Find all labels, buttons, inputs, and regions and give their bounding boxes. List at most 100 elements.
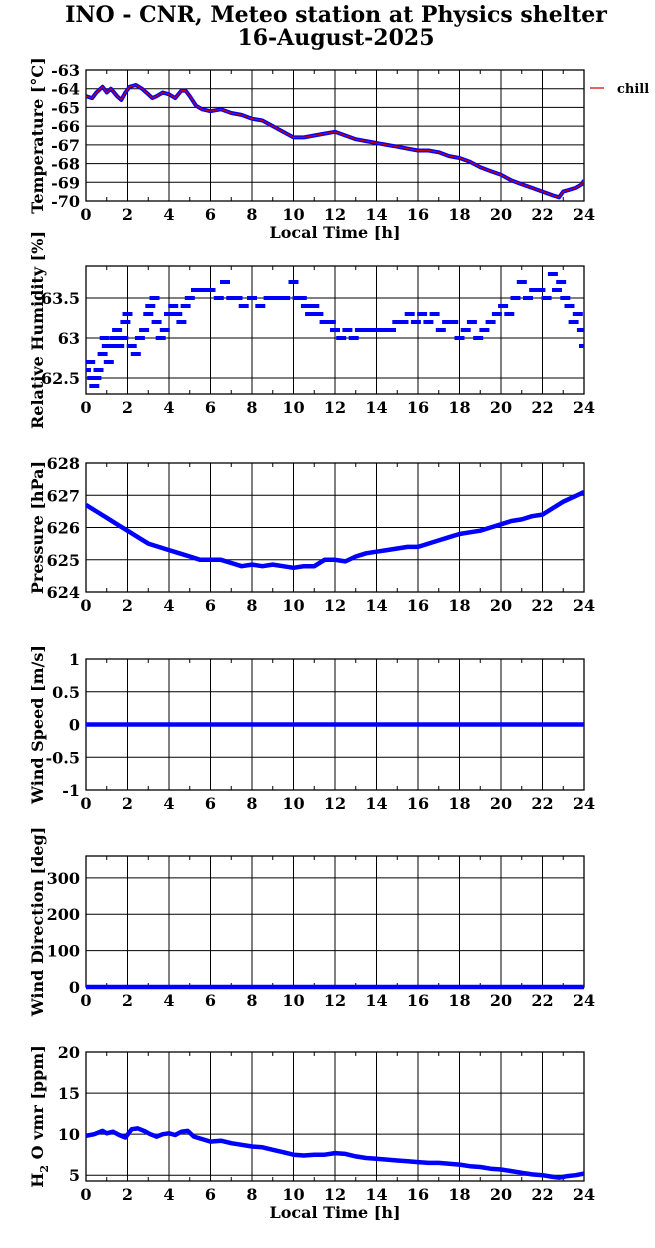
data-point (205, 288, 216, 292)
data-point (120, 320, 131, 324)
x-tick-label: 18 (448, 205, 470, 224)
data-point (172, 312, 183, 316)
y-axis-label: Wind Direction [deg] (28, 827, 47, 1018)
x-tick-label: 12 (324, 596, 346, 615)
data-point (93, 368, 104, 372)
x-tick-label: 14 (365, 205, 387, 224)
x-tick-label: 0 (80, 991, 91, 1010)
data-point (410, 320, 421, 324)
x-tick-label: 8 (246, 1185, 257, 1204)
y-tick-label: 20 (58, 1043, 80, 1062)
data-point (191, 288, 201, 292)
series-line-chill (86, 84, 584, 198)
y-tick-label: 200 (47, 905, 80, 924)
data-point (130, 352, 141, 356)
y-tick-label: 1 (69, 650, 80, 669)
y-tick-label: 628 (47, 454, 80, 473)
data-point (101, 344, 112, 348)
x-tick-label: 24 (573, 1185, 595, 1204)
data-point (466, 320, 477, 324)
y-tick-label: 63.5 (41, 289, 80, 308)
x-tick-label: 24 (573, 794, 595, 813)
data-point (417, 312, 428, 316)
y-tick-label: -63 (51, 61, 80, 80)
x-tick-label: 6 (205, 205, 216, 224)
x-tick-label: 10 (282, 991, 304, 1010)
data-point (547, 272, 558, 276)
x-tick-label: 8 (246, 205, 257, 224)
data-point (348, 336, 359, 340)
x-tick-label: 20 (490, 794, 512, 813)
data-point (560, 296, 571, 300)
panel-temperature: 0 2 4 6 8 10 12 14 16 18 20 22 24-70-69-68-67-66-65-… (28, 57, 649, 242)
data-point (232, 296, 243, 300)
y-tick-label: 624 (47, 583, 80, 602)
data-point (155, 336, 166, 340)
title-line-1: INO - CNR, Meteo station at Physics shel… (65, 2, 607, 28)
x-tick-label: 20 (490, 596, 512, 615)
y-tick-label: 15 (58, 1084, 80, 1103)
x-tick-label: 20 (490, 205, 512, 224)
panel-pressure: 0 2 4 6 8 10 12 14 16 18 20 22 24624625626627628Pres… (28, 454, 595, 615)
x-tick-label: 6 (205, 991, 216, 1010)
x-tick-label: 18 (448, 794, 470, 813)
data-point (300, 304, 311, 308)
y-tick-label: 0 (69, 716, 80, 735)
data-point (149, 296, 160, 300)
data-point (103, 360, 114, 364)
data-point (86, 368, 91, 372)
x-tick-label: 20 (490, 398, 512, 417)
y-tick-label: 0 (69, 978, 80, 997)
x-tick-label: 10 (282, 596, 304, 615)
data-point (112, 328, 123, 332)
x-tick-label: 8 (246, 398, 257, 417)
series-line (86, 489, 584, 571)
data-point (379, 328, 390, 332)
x-tick-label: 4 (163, 794, 174, 813)
data-point (523, 296, 533, 300)
x-tick-label: 16 (407, 794, 429, 813)
data-point (145, 304, 156, 308)
x-tick-label: 2 (122, 1185, 133, 1204)
data-point (529, 288, 540, 292)
y-tick-label: -1 (62, 781, 80, 800)
data-point (305, 312, 316, 316)
x-tick-label: 10 (282, 1185, 304, 1204)
y-tick-label: 100 (47, 942, 80, 961)
data-point (535, 288, 546, 292)
data-point (238, 304, 249, 308)
data-point (510, 296, 521, 300)
series-group (86, 83, 584, 200)
data-point (220, 280, 230, 284)
data-point (429, 312, 440, 316)
x-tick-label: 6 (205, 1185, 216, 1204)
data-point (479, 328, 490, 332)
data-point (516, 280, 527, 284)
x-tick-label: 12 (324, 991, 346, 1010)
x-tick-label: 22 (531, 1185, 553, 1204)
data-point (325, 320, 336, 324)
y-axis-label: Relative Humidity [%] (28, 231, 47, 429)
x-tick-label: 4 (163, 991, 174, 1010)
data-point (541, 296, 552, 300)
y-axis-label: H2 O vmr [ppm] (28, 1045, 51, 1188)
data-point (392, 320, 403, 324)
data-point (572, 312, 583, 316)
x-tick-label: 12 (324, 398, 346, 417)
data-point (576, 328, 584, 332)
data-point (180, 304, 191, 308)
y-tick-label: -65 (51, 98, 80, 117)
data-point (159, 328, 170, 332)
x-tick-label: 6 (205, 398, 216, 417)
x-tick-label: 24 (573, 398, 595, 417)
data-point (398, 320, 409, 324)
y-tick-label: 5 (69, 1166, 80, 1185)
data-point (330, 328, 340, 332)
x-tick-label: 16 (407, 1185, 429, 1204)
x-tick-label: 24 (573, 991, 595, 1010)
data-point (319, 320, 330, 324)
x-tick-label: 22 (531, 596, 553, 615)
data-point (176, 320, 187, 324)
data-point (579, 344, 584, 348)
